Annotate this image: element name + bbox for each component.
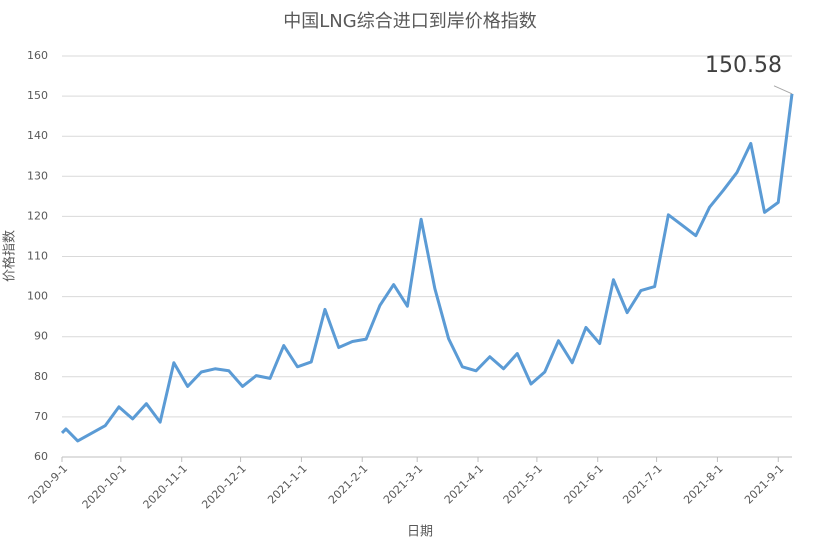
x-tick-label: 2020-10-1	[80, 462, 129, 511]
x-tick-label: 2020-12-1	[199, 462, 248, 511]
y-tick-label: 120	[27, 209, 48, 222]
y-tick-label: 140	[27, 129, 48, 142]
y-axis-label: 价格指数	[2, 230, 18, 282]
x-tick-label: 2021-1-1	[265, 462, 310, 507]
y-tick-label: 130	[27, 169, 48, 182]
y-tick-label: 110	[27, 250, 48, 263]
x-tick-label: 2021-6-1	[561, 462, 606, 507]
x-axis-label: 日期	[407, 525, 433, 540]
annotation-leader	[773, 85, 793, 95]
chart-title: 中国LNG综合进口到岸价格指数	[283, 11, 536, 32]
y-tick-label: 100	[27, 290, 48, 303]
x-tick-label: 2021-8-1	[681, 462, 726, 507]
y-tick-label: 160	[27, 49, 48, 62]
x-tick-label: 2021-4-1	[442, 462, 487, 507]
y-tick-label: 150	[27, 89, 48, 102]
x-tick-label: 2021-3-1	[381, 462, 426, 507]
x-tick-label: 2020-11-1	[140, 462, 189, 511]
y-tick-label: 70	[34, 410, 48, 423]
y-tick-label: 60	[34, 450, 48, 463]
x-tick-label: 2021-5-1	[501, 462, 546, 507]
line	[60, 93, 794, 443]
x-tick-label: 2020-9-1	[26, 462, 71, 507]
x-tick-label: 2021-2-1	[326, 462, 371, 507]
y-tick-label: 90	[34, 330, 48, 343]
annotation: 150.58	[705, 53, 782, 78]
x-tick-label: 2021-9-1	[742, 462, 787, 507]
y-tick-label: 80	[34, 370, 48, 383]
x-tick-label: 2021-7-1	[620, 462, 665, 507]
